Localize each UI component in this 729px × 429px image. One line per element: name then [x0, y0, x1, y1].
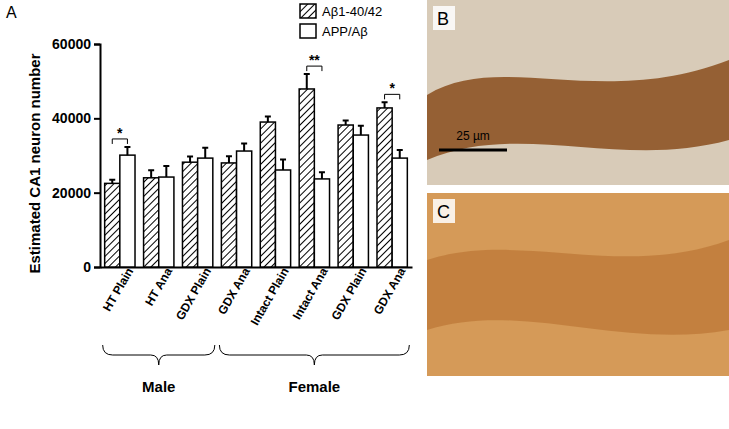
- significance-label: **: [309, 52, 320, 68]
- y-tick: 0: [83, 259, 100, 275]
- significance-label: *: [117, 125, 123, 141]
- error-bar: [304, 74, 310, 89]
- error-bar: [382, 102, 388, 108]
- bar: [120, 155, 135, 267]
- x-tick-label: GDX Plain: [328, 265, 369, 322]
- bar: [377, 108, 392, 267]
- group-brace: [219, 345, 409, 365]
- cell-band: [427, 60, 729, 160]
- legend: Aβ1-40/42 APP/Aβ: [300, 4, 382, 39]
- y-tick-mark: [94, 118, 100, 120]
- bar: [275, 170, 290, 267]
- bar: [105, 183, 120, 267]
- bar: [260, 122, 275, 267]
- group-label: Male: [142, 378, 175, 395]
- panel-label-box: [433, 6, 455, 30]
- y-axis-title: Estimated CA1 neuron number: [26, 53, 43, 273]
- y-axis: 0 20000 40000 60000: [52, 36, 100, 275]
- x-tick: GDX Plain: [328, 265, 369, 322]
- bar: [338, 125, 353, 267]
- x-tick-label: HT Plain: [100, 265, 136, 314]
- y-tick-mark: [94, 267, 100, 269]
- error-bar: [343, 121, 349, 125]
- x-tick: HT Ana: [142, 265, 175, 308]
- error-bar: [202, 148, 208, 158]
- x-tick-label: GDX Ana: [371, 265, 409, 317]
- x-tick: Intact Ana: [290, 265, 331, 322]
- x-tick: GDX Ana: [215, 265, 253, 317]
- error-bar: [241, 144, 247, 151]
- image-area: [427, 193, 729, 376]
- y-tick-mark: [94, 44, 100, 46]
- bar: [198, 158, 213, 267]
- scale-bar-label: 25 µm: [456, 129, 490, 143]
- image-panel: C: [427, 193, 729, 376]
- scale-bar: [439, 149, 507, 152]
- error-bar: [280, 160, 286, 170]
- legend-swatch: [300, 4, 316, 18]
- panel-label: B: [437, 9, 449, 29]
- x-tick: GDX Plain: [173, 265, 214, 322]
- bar: [182, 162, 197, 267]
- bars: [105, 74, 408, 267]
- bar: [353, 135, 368, 267]
- legend-label: APP/Aβ: [322, 24, 368, 39]
- x-tick-label: HT Ana: [142, 265, 175, 308]
- bar: [237, 151, 252, 267]
- error-bar: [319, 172, 325, 179]
- cell-band: [427, 240, 729, 335]
- x-tick: GDX Ana: [371, 265, 409, 317]
- bar: [392, 158, 407, 267]
- panel-label-box: [433, 199, 455, 223]
- bar: [299, 89, 314, 267]
- group-brace: [103, 345, 215, 365]
- bar: [159, 177, 174, 267]
- x-tick: Intact Plain: [248, 265, 292, 327]
- error-bar: [124, 147, 130, 155]
- x-tick-label: Intact Plain: [248, 265, 292, 327]
- image-panel: B 25 µm: [427, 0, 729, 185]
- legend-label: Aβ1-40/42: [322, 4, 382, 19]
- error-bar: [226, 156, 232, 163]
- y-tick-label: 0: [83, 259, 91, 275]
- bar: [144, 178, 159, 267]
- error-bar: [397, 150, 403, 158]
- bar: [314, 179, 329, 267]
- bar: [221, 163, 236, 267]
- x-tick-label: GDX Plain: [173, 265, 214, 322]
- legend-swatch: [300, 24, 316, 38]
- figure: A 0 20000 40000 60000 Estimated CA1 neuron nu…: [0, 0, 729, 429]
- x-tick-label: GDX Ana: [215, 265, 253, 317]
- y-tick: 60000: [52, 36, 100, 52]
- error-bar: [358, 126, 364, 135]
- legend-item: Aβ1-40/42: [300, 4, 382, 19]
- error-bar: [163, 166, 169, 177]
- panel-label: A: [6, 4, 17, 21]
- error-bar: [187, 157, 193, 163]
- image-area: [427, 0, 729, 185]
- x-tick: HT Plain: [100, 265, 136, 314]
- error-bar: [109, 180, 115, 184]
- y-tick-label: 40000: [52, 110, 91, 126]
- significance-label: *: [389, 80, 395, 96]
- y-tick: 40000: [52, 110, 100, 126]
- y-tick-mark: [94, 192, 100, 194]
- error-bar: [148, 170, 154, 177]
- y-tick-label: 20000: [52, 185, 91, 201]
- y-axis-line: [94, 45, 101, 268]
- y-tick: 20000: [52, 185, 100, 201]
- panel-label: C: [437, 202, 450, 222]
- x-tick-label: Intact Ana: [290, 265, 331, 322]
- group-label: Female: [289, 378, 341, 395]
- y-tick-label: 60000: [52, 36, 91, 52]
- error-bar: [265, 116, 271, 122]
- legend-item: APP/Aβ: [300, 24, 368, 39]
- x-axis: HT PlainHT AnaGDX PlainGDX AnaIntact Pla…: [100, 265, 412, 328]
